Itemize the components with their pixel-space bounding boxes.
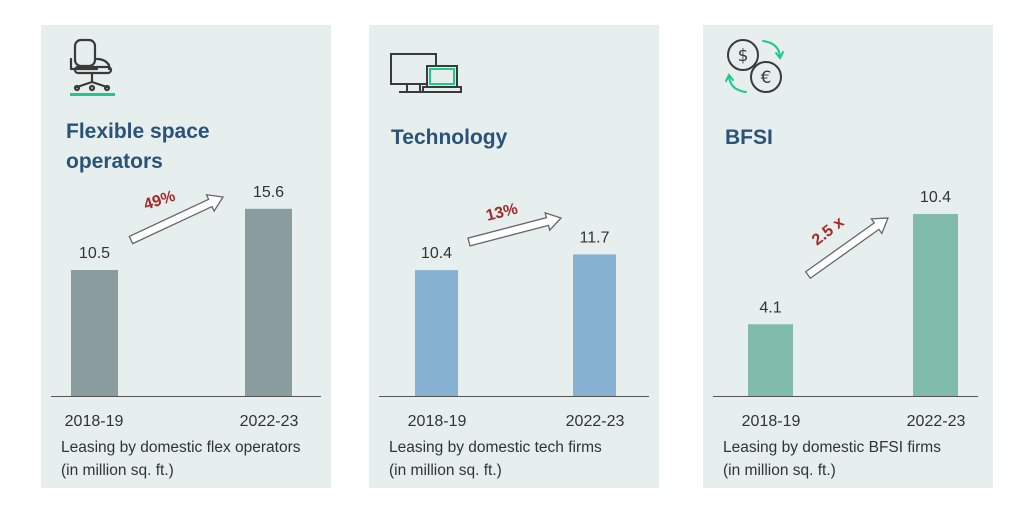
currency-exchange-icon: $ € <box>725 39 784 93</box>
bar-2022-23 <box>913 214 958 396</box>
technology-panel: Technology 10.4 2018-19 11.7 2022-23 13% Lea… <box>369 25 659 488</box>
growth-arrow <box>467 211 563 247</box>
bar-2022-23 <box>573 254 616 396</box>
caption-line-1: Leasing by domestic BFSI firms <box>723 439 941 456</box>
x-tick-label: 2018-19 <box>742 413 801 430</box>
bar-2022-23 <box>245 208 292 396</box>
growth-arrow <box>804 217 889 280</box>
x-tick-label: 2022-23 <box>566 413 625 430</box>
bar-chart: 10.4 2018-19 11.7 2022-23 13% <box>379 201 649 430</box>
x-tick-label: 2022-23 <box>240 413 299 430</box>
caption-line-1: Leasing by domestic tech firms <box>389 439 602 456</box>
data-label: 10.4 <box>920 189 951 206</box>
growth-label: 13% <box>484 201 519 225</box>
flex-operators-panel: Flexible space operators 10.5 2018-19 15.6… <box>41 25 331 488</box>
data-label: 11.7 <box>580 229 610 246</box>
computer-monitor-icon <box>390 53 462 93</box>
caption-line-1: Leasing by domestic flex operators <box>61 439 301 456</box>
data-label: 10.4 <box>421 245 452 262</box>
title-line-1: Technology <box>391 126 508 149</box>
chart-caption: Leasing by domestic BFSI firms (in milli… <box>723 436 991 482</box>
bar-chart: 4.1 2018-19 10.4 2022-23 2.5 x <box>713 189 978 430</box>
caption-line-2: (in million sq. ft.) <box>389 462 502 479</box>
panel-title: BFSI <box>725 123 985 153</box>
x-tick-label: 2022-23 <box>907 413 966 430</box>
panel-title: Flexible space operators <box>66 117 326 177</box>
title-line-1: BFSI <box>725 126 773 149</box>
bar-2018-19 <box>748 324 793 396</box>
panel-title: Technology <box>391 123 651 153</box>
growth-label: 2.5 x <box>809 214 848 249</box>
data-label: 10.5 <box>79 245 110 262</box>
bar-2018-19 <box>415 270 458 396</box>
data-label: 4.1 <box>759 299 781 316</box>
caption-line-2: (in million sq. ft.) <box>723 462 836 479</box>
office-chair-icon <box>69 38 115 96</box>
accent-underline <box>70 93 115 96</box>
chart-caption: Leasing by domestic tech firms (in milli… <box>389 436 657 482</box>
svg-text:$: $ <box>738 46 749 66</box>
bfsi-panel: $ € BFSI 4.1 2018-19 10.4 2022-23 2.5 x Leas… <box>703 25 993 488</box>
growth-arrow <box>128 193 225 245</box>
bar-chart: 10.5 2018-19 15.6 2022-23 49% <box>51 184 321 430</box>
svg-text:€: € <box>761 68 772 88</box>
title-line-2: operators <box>66 150 163 173</box>
x-tick-label: 2018-19 <box>408 413 467 430</box>
growth-label: 49% <box>142 188 178 214</box>
bar-2018-19 <box>71 270 118 396</box>
title-line-1: Flexible space <box>66 120 210 143</box>
data-label: 15.6 <box>253 184 284 201</box>
chart-caption: Leasing by domestic flex operators (in m… <box>61 436 329 482</box>
caption-line-2: (in million sq. ft.) <box>61 462 174 479</box>
x-tick-label: 2018-19 <box>65 413 124 430</box>
